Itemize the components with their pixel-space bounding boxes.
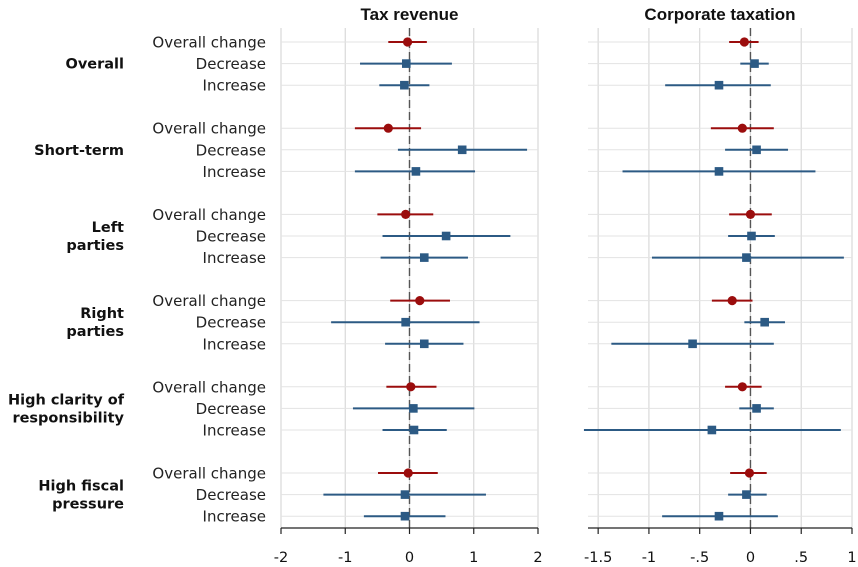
row-label: Increase xyxy=(203,508,266,526)
point-estimate-square xyxy=(419,253,429,262)
group-label: Overall xyxy=(66,57,125,73)
point-estimate-square xyxy=(457,145,467,155)
row-label: Overall change xyxy=(152,292,266,310)
point-estimate-square xyxy=(409,404,418,413)
point-estimate-circle xyxy=(737,123,747,133)
point-estimate-square xyxy=(714,511,724,521)
row-label: Increase xyxy=(203,163,266,181)
group-label: parties xyxy=(66,238,124,254)
row-label: Decrease xyxy=(196,486,266,504)
point-estimate-circle xyxy=(406,382,416,392)
row-label: Decrease xyxy=(196,55,266,73)
panel-tax-revenue: Tax revenue -2 -1 0 1 2 xyxy=(274,5,543,566)
row-label: Overall change xyxy=(152,34,266,52)
point-estimate-circle xyxy=(383,123,393,133)
x-tick-label: .5 xyxy=(794,550,808,566)
point-estimate-square xyxy=(742,253,751,262)
group-label: Right xyxy=(80,306,124,322)
group-label: High fiscal xyxy=(38,479,124,495)
group-label: Left xyxy=(92,220,124,236)
x-tick-label: 2 xyxy=(533,550,542,566)
point-estimate-square xyxy=(752,145,761,155)
point-estimate-square xyxy=(714,80,724,90)
row-label: Increase xyxy=(203,335,266,353)
point-estimate-circle xyxy=(727,296,737,306)
point-estimate-circle xyxy=(737,382,747,392)
row-label: Overall change xyxy=(152,465,266,483)
x-tick-label: 0 xyxy=(405,550,414,566)
point-estimate-square xyxy=(409,425,419,435)
x-tick-label: -2 xyxy=(274,550,288,566)
point-estimate-square xyxy=(752,404,761,413)
row-label: Decrease xyxy=(196,400,266,418)
panel-title: Tax revenue xyxy=(361,5,459,24)
panel-corporate-taxation: Corporate taxation -1.5 -1 -.5 0 .5 1 xyxy=(583,5,857,566)
row-label: Decrease xyxy=(196,314,266,332)
x-tick-label: -1 xyxy=(338,550,352,566)
x-tick-label: -1 xyxy=(642,550,656,566)
point-estimate-circle xyxy=(415,296,425,306)
point-estimate-circle xyxy=(402,37,413,47)
row-label: Increase xyxy=(203,249,266,267)
point-estimate-square xyxy=(411,167,421,176)
row-label: Overall change xyxy=(152,378,266,396)
panel-title: Corporate taxation xyxy=(644,5,795,24)
point-estimate-square xyxy=(400,80,409,90)
point-estimate-circle xyxy=(739,37,749,47)
point-estimate-square xyxy=(441,231,451,241)
point-estimate-square xyxy=(714,167,724,176)
point-estimate-square xyxy=(747,231,756,241)
point-estimate-circle xyxy=(744,468,755,478)
point-estimate-square xyxy=(750,59,759,68)
point-estimate-square xyxy=(688,339,697,349)
point-estimate-circle xyxy=(401,209,411,219)
x-tick-label: 0 xyxy=(746,550,755,566)
row-label: Increase xyxy=(203,77,266,95)
group-label: responsibility xyxy=(12,410,124,426)
group-label: pressure xyxy=(52,497,124,513)
row-labels: Overall change Decrease Increase Overall Ove… xyxy=(8,34,266,526)
point-estimate-square xyxy=(400,490,410,499)
row-label: Overall change xyxy=(152,120,266,138)
group-label: parties xyxy=(66,324,124,340)
point-estimate-square xyxy=(401,317,410,327)
row-label: Overall change xyxy=(152,206,266,224)
group-label: High clarity of xyxy=(8,392,125,408)
row-label: Decrease xyxy=(196,228,266,246)
group-label: Short-term xyxy=(34,143,124,159)
point-estimate-square xyxy=(742,490,751,499)
point-estimate-square xyxy=(760,317,769,327)
x-tick-label: -.5 xyxy=(690,550,709,566)
row-label: Decrease xyxy=(196,141,266,159)
point-estimate-square xyxy=(707,425,717,435)
x-tick-label: -1.5 xyxy=(584,550,612,566)
point-estimate-square xyxy=(401,59,411,68)
x-tick-label: 1 xyxy=(847,550,856,566)
x-tick-label: 1 xyxy=(469,550,478,566)
point-estimate-square xyxy=(419,339,429,349)
point-estimate-circle xyxy=(403,468,413,478)
point-estimate-circle xyxy=(745,209,756,219)
point-estimate-square xyxy=(400,511,410,521)
row-label: Increase xyxy=(203,422,266,440)
